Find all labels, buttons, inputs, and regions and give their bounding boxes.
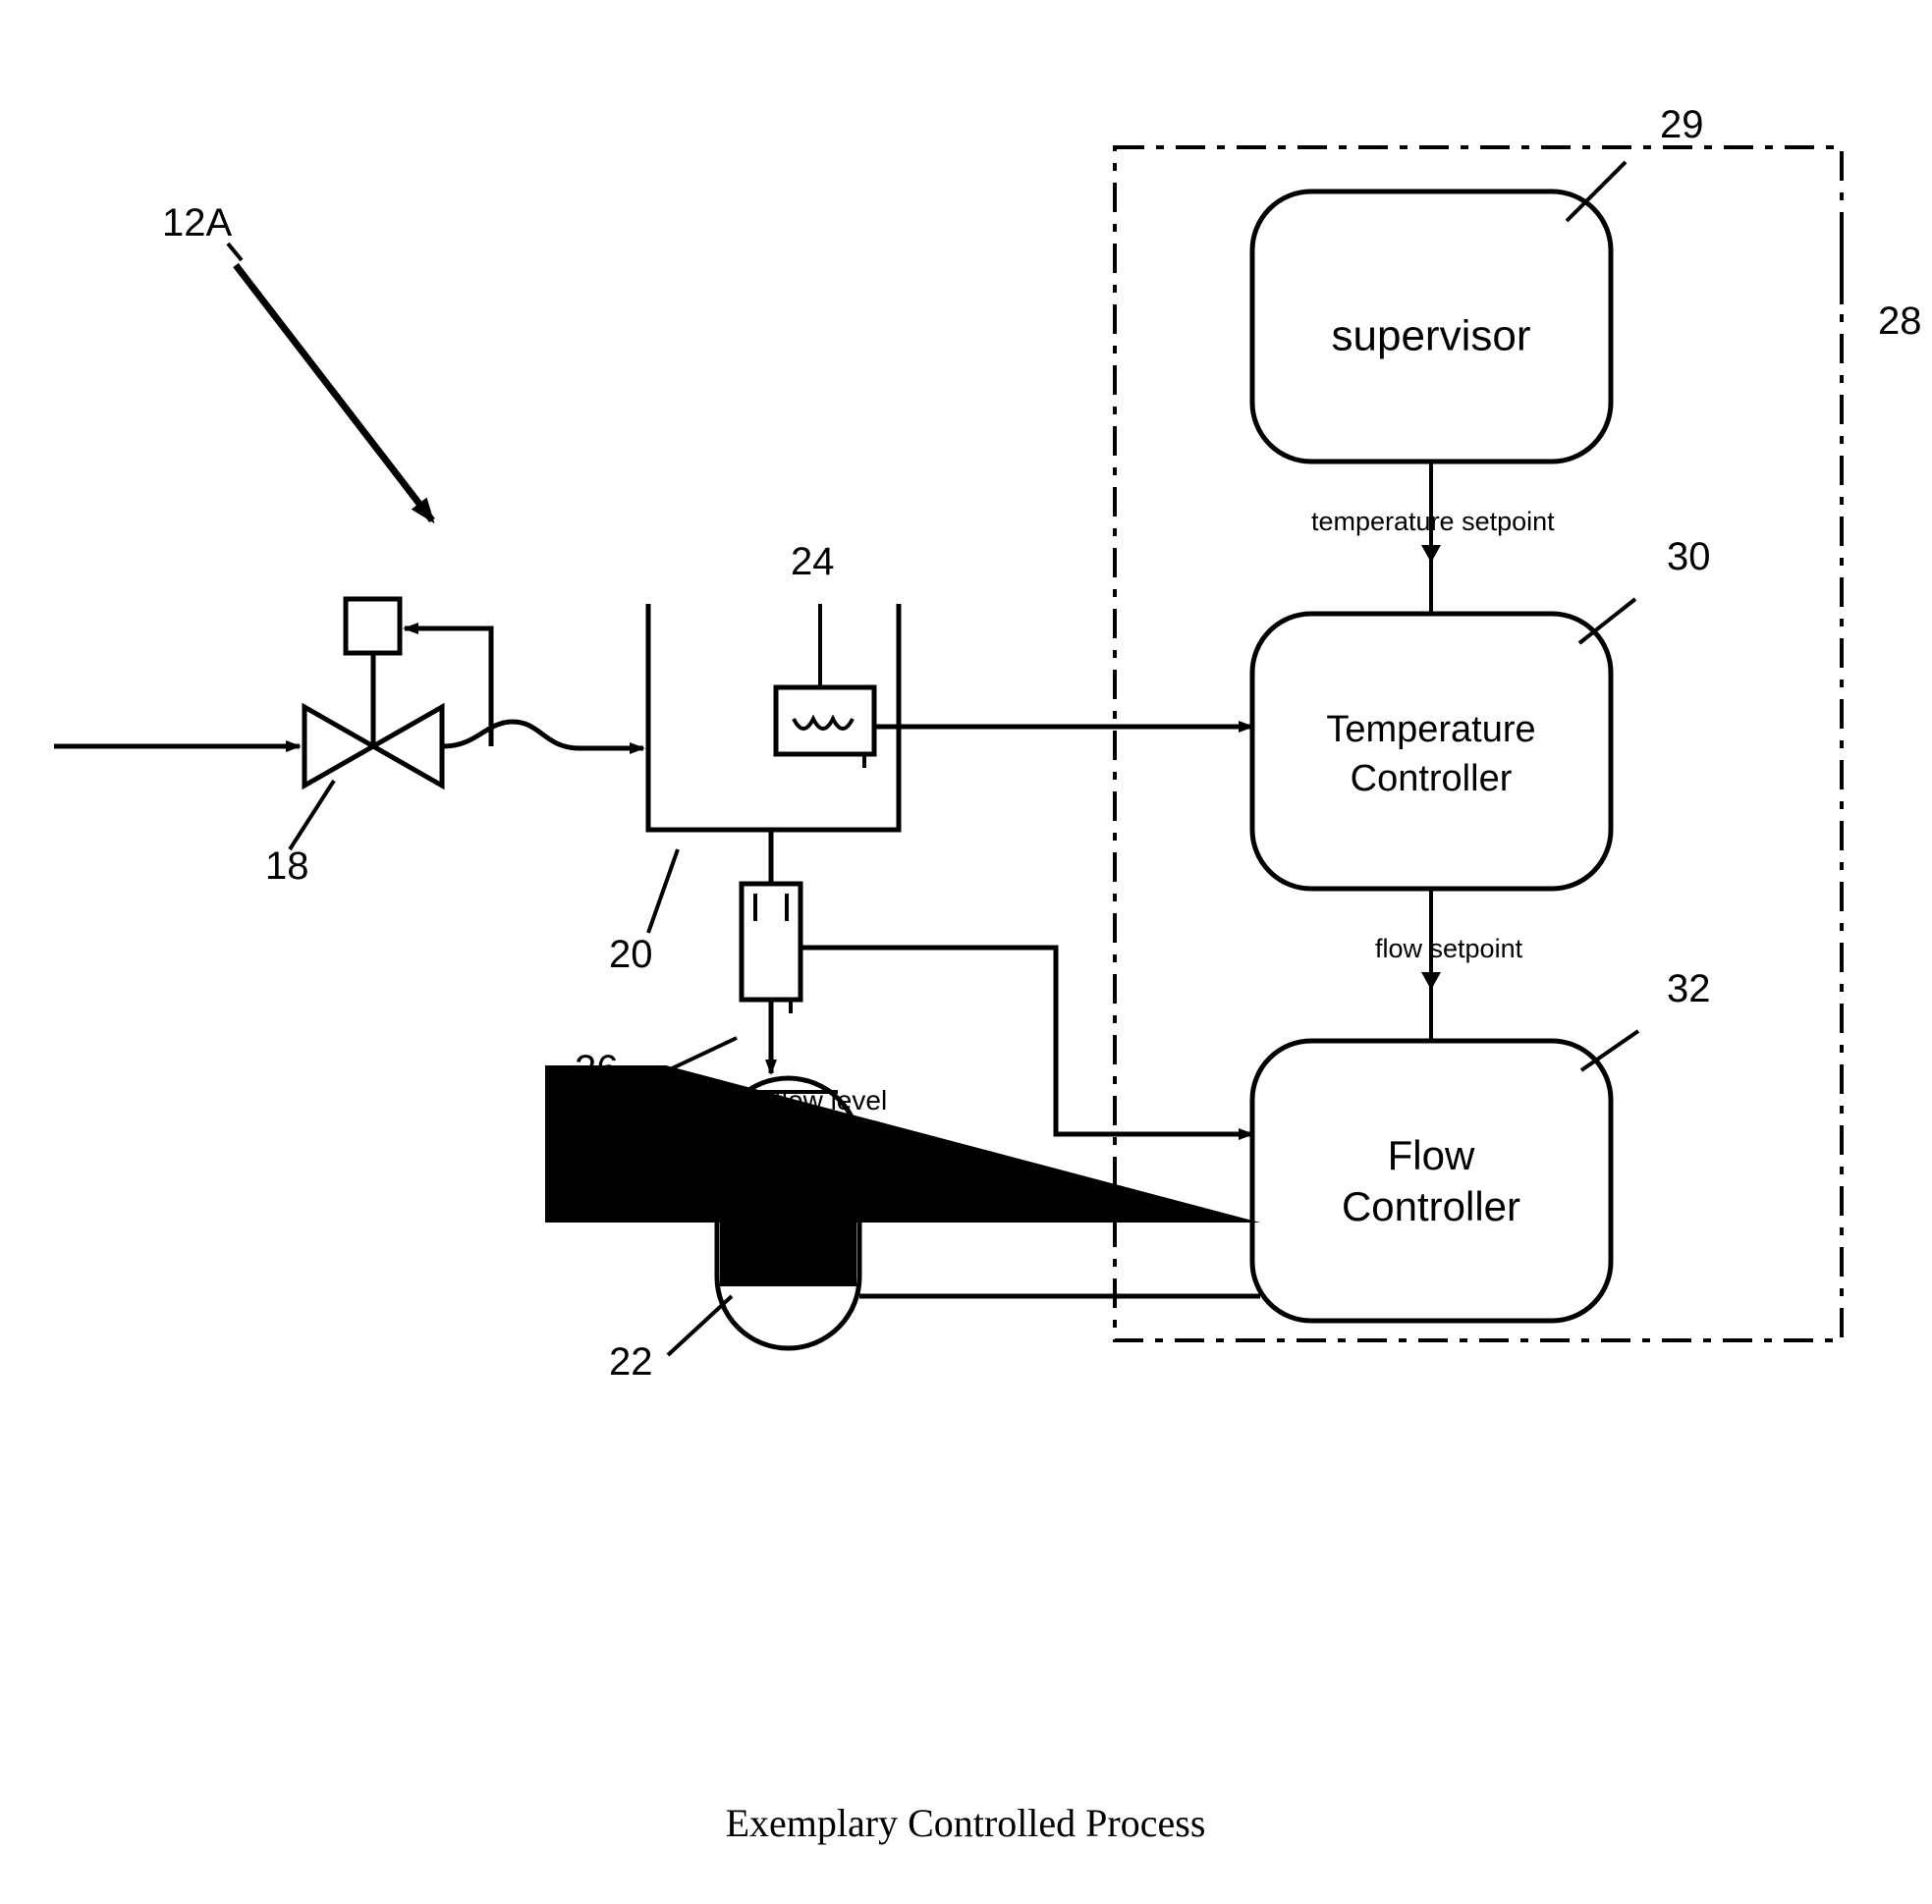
ref-12A: 12A (162, 201, 232, 245)
flow-sensor-icon (742, 884, 800, 1000)
temperature-setpoint-label: temperature setpoint (1311, 507, 1555, 536)
ref-18: 18 (265, 844, 309, 888)
caption: Exemplary Controlled Process (726, 1801, 1206, 1845)
supervisor-label: supervisor (1332, 312, 1531, 360)
flow-setpoint-label: flow setpoint (1375, 934, 1523, 963)
ref-32: 32 (1667, 967, 1711, 1010)
ref-24: 24 (791, 540, 835, 583)
flow_controller-node (1252, 1041, 1611, 1321)
edge-valve-to-tank (444, 722, 643, 748)
flow_controller-label-2: Controller (1342, 1183, 1520, 1229)
temp_controller-label-2: Controller (1351, 758, 1513, 799)
temp_controller-node (1252, 614, 1611, 889)
temp_controller-label-1: Temperature (1326, 709, 1535, 750)
process-diagram: 28 supervisor 29 Temperature Controller 30 Flo… (0, 0, 1932, 1904)
temp-sensor-icon (776, 687, 874, 754)
ref-20: 20 (609, 933, 653, 976)
ref-22: 22 (609, 1340, 653, 1384)
ref-29: 29 (1660, 103, 1704, 146)
edge-feedback-to-valve (405, 628, 491, 746)
ref-30: 30 (1667, 535, 1711, 578)
flow_controller-label-1: Flow (1388, 1132, 1475, 1178)
valve-actuator-icon (346, 599, 400, 653)
ref-28: 28 (1878, 299, 1922, 343)
